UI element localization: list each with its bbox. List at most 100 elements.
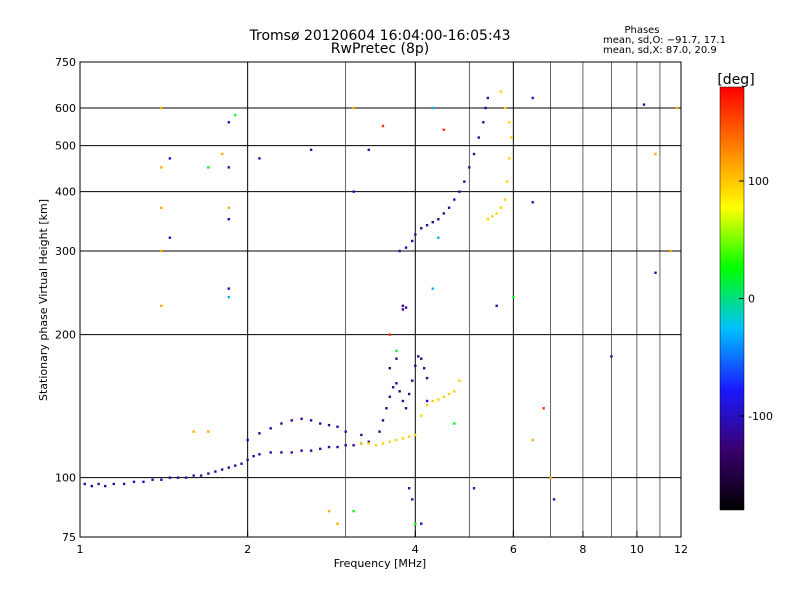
- data-point: [192, 430, 195, 433]
- data-point: [404, 246, 408, 249]
- data-point: [420, 227, 423, 230]
- data-point: [425, 404, 429, 407]
- data-point: [482, 121, 485, 124]
- data-point: [168, 236, 172, 239]
- data-point: [442, 395, 445, 398]
- data-point: [506, 180, 509, 183]
- chart-subtitle: RwPretec (8p): [331, 41, 429, 57]
- data-point: [246, 438, 249, 442]
- data-point: [352, 106, 355, 110]
- data-point: [214, 470, 217, 473]
- data-point: [327, 445, 331, 449]
- x-tick-label: 2: [244, 543, 251, 556]
- data-point: [280, 451, 283, 454]
- data-point: [425, 376, 429, 380]
- data-point: [477, 136, 480, 139]
- data-point: [437, 218, 440, 221]
- data-point: [112, 482, 116, 486]
- data-point: [381, 419, 385, 422]
- data-point: [344, 444, 347, 447]
- data-point: [401, 437, 405, 440]
- data-point: [227, 218, 230, 221]
- data-point: [360, 433, 363, 437]
- phases-line-o: mean, sd,O: −91.7, 17.1: [603, 35, 726, 46]
- data-point: [495, 212, 498, 215]
- data-point: [367, 440, 370, 443]
- data-point: [381, 124, 385, 128]
- data-point: [388, 366, 392, 370]
- data-point: [531, 438, 534, 442]
- data-point: [151, 478, 154, 481]
- data-point: [508, 157, 511, 160]
- x-axis-tick-labels: 1 2 4 6 8 10 12: [77, 531, 688, 556]
- y-tick-label: 600: [55, 102, 76, 115]
- y-tick-label: 750: [55, 56, 76, 69]
- data-point: [234, 464, 237, 467]
- data-point: [160, 206, 163, 209]
- colorbar-tick-label: 0: [748, 293, 755, 306]
- data-point: [227, 166, 230, 169]
- data-point: [425, 224, 429, 227]
- data-point: [442, 212, 445, 215]
- data-point: [549, 476, 552, 479]
- x-tick-label: 1: [77, 543, 84, 556]
- data-point: [420, 414, 423, 417]
- data-point: [240, 462, 243, 465]
- data-point: [83, 482, 86, 486]
- data-point: [258, 157, 261, 160]
- data-point: [503, 198, 507, 201]
- data-point: [510, 136, 513, 139]
- data-point: [463, 180, 466, 183]
- data-point: [192, 474, 195, 477]
- data-point: [437, 236, 440, 239]
- data-point: [352, 190, 355, 193]
- data-point: [300, 449, 303, 452]
- data-point: [401, 308, 405, 311]
- data-point: [300, 417, 303, 421]
- data-point: [431, 106, 434, 110]
- chart-title: Tromsø 20120604 16:04:00-16:05:43: [249, 28, 511, 44]
- data-points: [83, 90, 679, 525]
- data-point: [344, 430, 347, 433]
- data-point: [531, 201, 534, 204]
- data-point: [160, 166, 163, 169]
- colorbar-ticks: 100 0 -100: [739, 175, 773, 423]
- data-point: [531, 96, 534, 100]
- data-point: [234, 113, 237, 117]
- x-tick-label: 4: [412, 543, 419, 556]
- data-point: [425, 399, 429, 403]
- data-point: [407, 435, 411, 438]
- y-axis-tick-labels: 75 100 200 300 400 500 600 750: [55, 56, 76, 544]
- y-tick-label: 300: [55, 245, 76, 258]
- data-point: [207, 472, 210, 475]
- data-point: [468, 166, 471, 169]
- data-point: [472, 487, 476, 490]
- data-point: [458, 190, 461, 193]
- data-point: [431, 399, 434, 403]
- colorbar-label: [deg]: [717, 72, 754, 88]
- data-point: [499, 206, 503, 209]
- data-point: [398, 390, 401, 393]
- data-point: [442, 128, 445, 131]
- x-tick-label: 6: [510, 543, 517, 556]
- data-point: [447, 392, 451, 396]
- data-point: [374, 444, 378, 447]
- data-point: [484, 106, 487, 110]
- data-point: [309, 449, 313, 452]
- data-point: [417, 355, 420, 358]
- y-tick-label: 400: [55, 186, 76, 199]
- data-point: [411, 498, 414, 501]
- data-point: [411, 379, 414, 382]
- data-point: [104, 484, 107, 488]
- data-point: [395, 349, 398, 352]
- data-point: [610, 355, 613, 358]
- x-tick-label: 12: [674, 543, 688, 556]
- data-point: [168, 157, 172, 160]
- data-point: [654, 152, 657, 156]
- data-point: [422, 366, 426, 370]
- data-point: [227, 295, 230, 299]
- data-point: [227, 121, 230, 124]
- data-point: [420, 357, 423, 360]
- data-point: [220, 468, 224, 471]
